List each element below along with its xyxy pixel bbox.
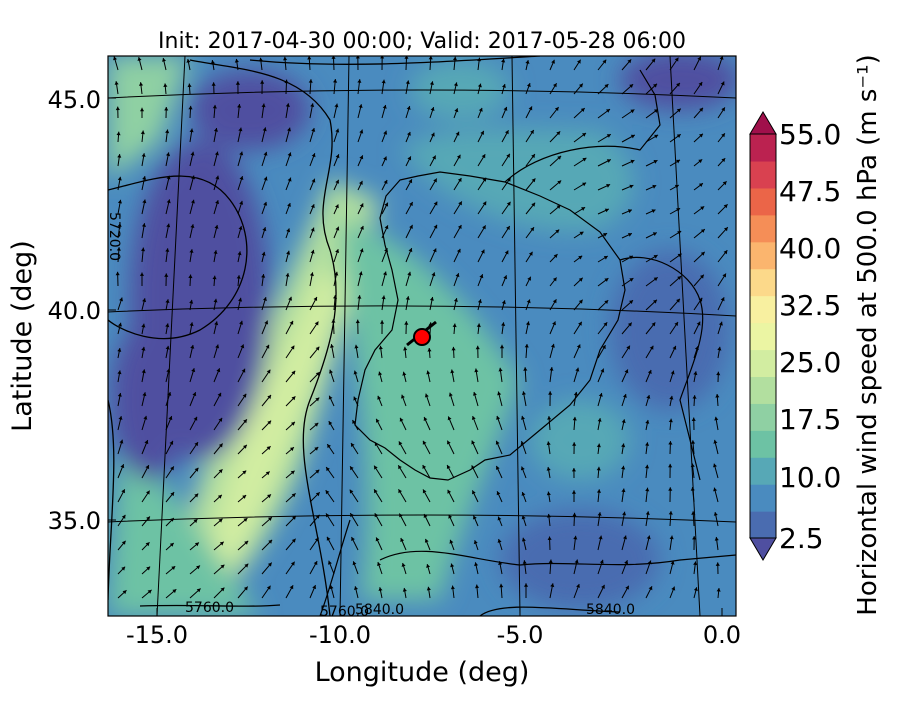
colorbar-band — [750, 161, 776, 189]
colorbar-band — [750, 430, 776, 458]
y-axis-label: Latitude (deg) — [7, 240, 38, 432]
y-axis: 45.0 40.0 35.0 — [48, 86, 116, 535]
colorbar-tick-label: 10.0 — [779, 461, 841, 494]
colorbar-tick-label: 32.5 — [779, 289, 841, 322]
colorbar-band — [750, 188, 776, 216]
colorbar-band — [750, 511, 776, 539]
colorbar-band — [750, 269, 776, 297]
map-area: 5760.0 5760.0 5840.0 5840.0 5720.0 — [106, 50, 740, 620]
x-tick-label: -15.0 — [126, 621, 188, 649]
colorbar-band — [750, 457, 776, 485]
colorbar-band — [750, 349, 776, 377]
colorbar-tick-label: 17.5 — [779, 403, 841, 436]
colorbar-band — [750, 134, 776, 162]
colorbar-band — [750, 215, 776, 243]
x-tick-label: -5.0 — [497, 621, 544, 649]
colorbar-tick-label: 47.5 — [779, 175, 841, 208]
chart-title: Init: 2017-04-30 00:00; Valid: 2017-05-2… — [158, 29, 686, 54]
colorbar-band — [750, 376, 776, 404]
x-axis-label: Longitude (deg) — [315, 657, 530, 688]
colorbar-extend-max — [750, 112, 776, 134]
colorbar-tick-label: 25.0 — [779, 346, 841, 379]
y-tick-label: 45.0 — [48, 86, 101, 114]
colorbar-band — [750, 323, 776, 351]
colorbar-tick-label: 2.5 — [779, 522, 824, 555]
colorbar: 55.0 47.5 40.0 32.5 25.0 17.5 10.0 2.5 H… — [750, 54, 883, 615]
colorbar-tick-label: 40.0 — [779, 232, 841, 265]
colorbar-band — [750, 242, 776, 270]
colorbar-band — [750, 484, 776, 512]
colorbar-extend-min — [750, 538, 776, 560]
y-tick-label: 35.0 — [48, 507, 101, 535]
colorbar-band — [750, 403, 776, 431]
colorbar-band — [750, 296, 776, 324]
colorbar-bands — [750, 134, 776, 539]
y-tick-label: 40.0 — [48, 297, 101, 325]
colorbar-tick-label: 55.0 — [779, 118, 841, 151]
x-tick-label: 0.0 — [703, 621, 741, 649]
station-marker-circle — [414, 329, 430, 345]
contour-label: 5760.0 — [185, 600, 234, 616]
x-tick-label: -10.0 — [309, 621, 371, 649]
colorbar-label: Horizontal wind speed at 500.0 hPa (m s⁻… — [853, 54, 883, 615]
